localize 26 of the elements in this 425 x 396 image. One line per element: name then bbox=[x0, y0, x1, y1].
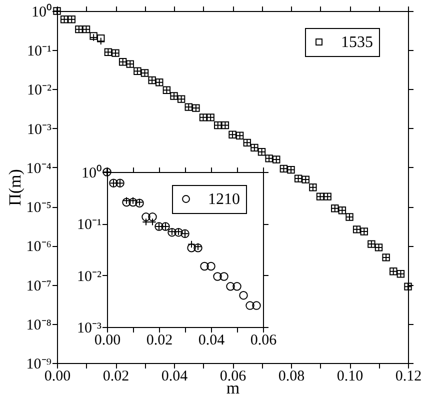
x-tick-label: 0.00 bbox=[44, 368, 71, 384]
x-tick-label: 0.06 bbox=[250, 332, 278, 348]
x-tick-label: 0.00 bbox=[94, 332, 121, 348]
y-tick-label: 10⁻³ bbox=[27, 122, 52, 138]
legend-label: 1535 bbox=[341, 34, 373, 51]
x-tick-label: 0.04 bbox=[198, 332, 226, 348]
x-tick-label: 0.02 bbox=[102, 368, 130, 384]
x-tick-label: 0.08 bbox=[278, 368, 305, 384]
y-tick-label: 10⁻⁵ bbox=[26, 200, 52, 216]
x-tick-label: 0.10 bbox=[336, 368, 364, 384]
y-tick-label: 10⁻⁴ bbox=[26, 160, 52, 177]
y-tick-label: 10⁻¹ bbox=[77, 217, 102, 234]
y-axis-title: Π(m) bbox=[5, 169, 24, 206]
y-tick-label: 10⁰ bbox=[32, 4, 52, 20]
y-tick-label: 10⁻⁸ bbox=[26, 317, 52, 334]
y-tick-label: 10⁰ bbox=[82, 164, 102, 182]
x-tick-label: 0.02 bbox=[146, 332, 173, 348]
y-tick-label: 10⁻⁶ bbox=[26, 239, 52, 256]
y-tick-label: 10⁻¹ bbox=[27, 44, 52, 60]
legend-label: 1210 bbox=[208, 191, 240, 208]
x-tick-label: 0.04 bbox=[161, 368, 188, 384]
y-tick-label: 10⁻² bbox=[27, 82, 52, 99]
x-tick-label: 0.12 bbox=[395, 368, 422, 384]
y-tick-label: 10⁻⁷ bbox=[26, 278, 52, 294]
y-tick-label: 10⁻² bbox=[77, 268, 102, 285]
x-tick-label: 0.06 bbox=[220, 368, 247, 384]
